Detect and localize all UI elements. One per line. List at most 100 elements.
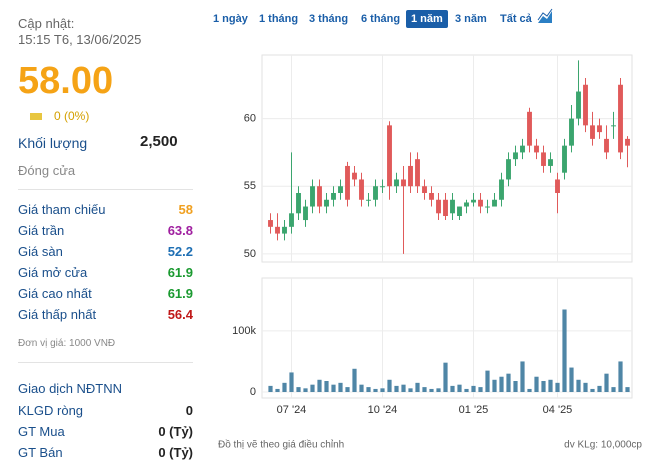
divider [18,189,193,190]
candle-body [359,179,364,200]
note-left: Đồ thị vẽ theo giá điều chỉnh [218,439,344,451]
candle-body [548,159,553,166]
y-tick-label: 55 [244,180,256,192]
candle-body [422,186,427,193]
row-label: KLGD ròng [18,403,84,418]
y2-tick-label: 0 [250,386,256,398]
volume-bar [520,361,525,392]
volume-bar [324,381,329,392]
candle-body [324,199,329,207]
candle-body [352,172,357,180]
volume-bar [513,381,518,392]
candle-body [394,179,399,187]
volume-bar [576,379,581,392]
tab[interactable]: 3 tháng [309,13,349,25]
candle-body [611,125,616,127]
volume-frame [261,277,633,399]
volume-bar [373,388,378,392]
row-value: 58 [178,202,193,217]
volume-bar [275,388,280,392]
tab[interactable]: 1 ngày [213,13,248,25]
candle-body [387,125,392,187]
volume-bar [443,362,448,392]
candle-body [625,138,630,146]
row-value: 0 (Tỷ) [158,445,193,460]
candle-body [282,226,287,234]
note-right: dv KLg: 10,000cp [564,440,642,451]
volume-bar [289,372,294,392]
candle-body [569,118,574,146]
candle-body [457,206,462,216]
volume-bar [408,388,413,392]
volume-bar [282,382,287,392]
candle-body [408,165,413,187]
tab[interactable]: 1 tháng [259,13,299,25]
volume-bar [387,379,392,392]
price-frame [261,54,633,263]
candle-body [478,199,483,207]
price: 58.00 [18,60,114,102]
candle-body [450,199,455,214]
candle-body [380,186,385,188]
candle-body [471,199,476,203]
candle-body [303,206,308,221]
updated-label: Cập nhật: [18,16,75,31]
candle-body [443,199,448,216]
row-label: GT Mua [18,424,65,439]
chart-icon[interactable] [537,8,553,24]
volume-bar [485,370,490,392]
volume-bar [562,309,567,392]
volume-bar [457,384,462,392]
volume-bar [506,373,511,392]
x-tick-label: 10 '24 [368,404,398,416]
volume-value: 2,500 [140,133,178,150]
volume-bar [450,385,455,392]
volume-bar [534,376,539,392]
volume-bar [310,384,315,392]
x-tick-label: 04 '25 [543,404,573,416]
tab[interactable]: 3 năm [455,13,487,25]
volume-bar [604,373,609,392]
candle-body [541,152,546,166]
volume-bar [338,382,343,392]
volume-bar [394,385,399,392]
volume-bar [331,384,336,392]
candle-body [331,193,336,200]
candle-body [464,202,469,207]
divider [18,362,193,363]
row-value: 61.9 [167,265,193,280]
row-value: 0 (Tỷ) [158,424,193,439]
volume-bar [268,385,273,392]
candle-body [562,145,567,173]
candle-body [576,91,581,119]
row-value: 52.2 [167,244,193,259]
row-value: 56.4 [167,307,193,322]
row-value: 0 [185,403,193,418]
volume-bar [478,387,483,392]
volume-bar [303,388,308,392]
candle-body [492,199,497,207]
candle-body [527,111,532,146]
candle-body [345,165,350,200]
volume-bar [499,376,504,392]
row-value: 61.9 [167,286,193,301]
volume-bar [464,388,469,392]
candle-body [618,84,623,153]
row-label: GT Bán [18,445,63,460]
volume-bar [548,379,553,392]
candle-body [415,159,420,187]
volume-bar [583,382,588,392]
candle-body [499,179,504,200]
volume-bar [590,388,595,392]
row-label: Giá sàn [18,244,63,259]
candle-body [373,186,378,200]
y-tick-label: 60 [244,112,256,124]
tab[interactable]: Tất cả [500,13,532,25]
tab[interactable]: 6 tháng [361,13,401,25]
volume-bar [415,382,420,392]
volume-bar [401,384,406,392]
candle-body [485,206,490,208]
tab[interactable]: 1 năm [406,10,448,28]
